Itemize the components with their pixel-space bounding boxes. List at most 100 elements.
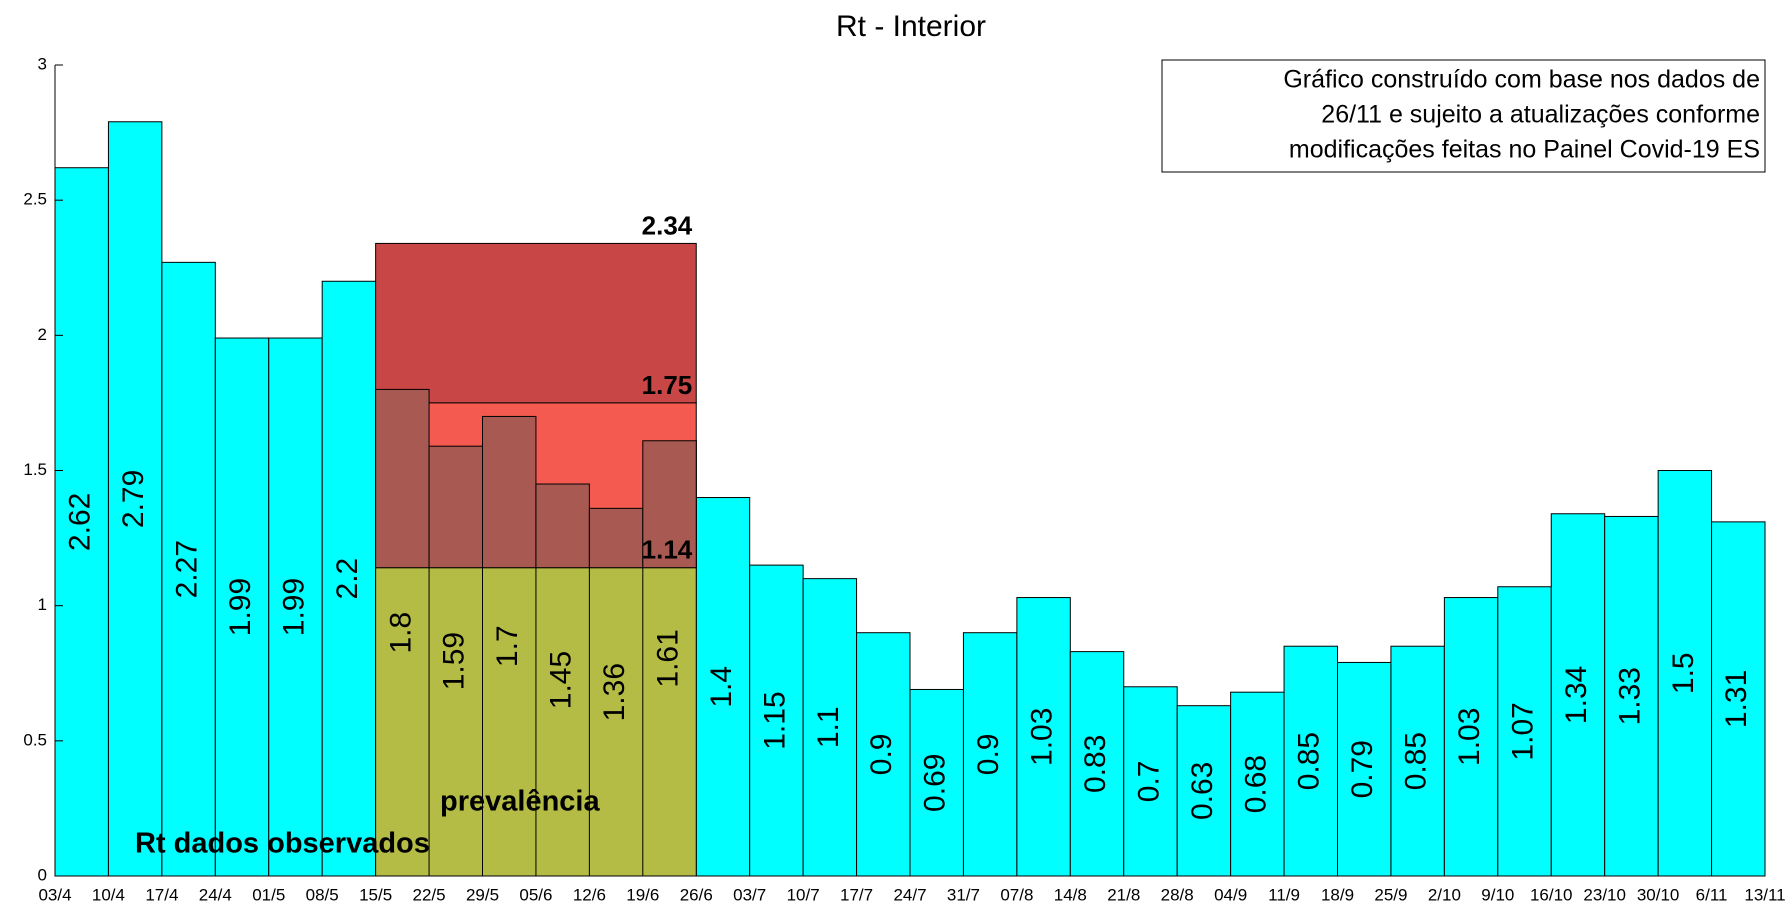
- value-label: 0.85: [1293, 732, 1326, 790]
- bar: [1657, 470, 1713, 877]
- value-label: 1.34: [1560, 666, 1593, 724]
- value-label: 1.07: [1506, 702, 1539, 760]
- x-tick-label: 19/6: [626, 885, 659, 904]
- value-label: 0.9: [865, 733, 898, 775]
- x-tick-label: 29/5: [466, 885, 499, 904]
- bar: [161, 261, 216, 877]
- y-tick-label: 1.5: [23, 460, 47, 479]
- value-label: 0.83: [1079, 735, 1112, 793]
- note-line: modificações feitas no Painel Covid-19 E…: [1289, 136, 1760, 164]
- bar: [107, 121, 163, 877]
- x-tick-label: 05/6: [519, 885, 552, 904]
- x-tick-label: 22/5: [413, 885, 446, 904]
- bar: [1443, 597, 1499, 877]
- bar-overlap: [428, 445, 483, 569]
- value-label: 1.99: [224, 578, 257, 636]
- value-label: 1.15: [758, 691, 791, 749]
- x-tick-label: 10/4: [92, 885, 125, 904]
- y-tick-label: 0.5: [23, 730, 47, 749]
- chart-title: Rt - Interior: [836, 10, 986, 43]
- annotation: Rt dados observados: [135, 828, 430, 860]
- x-tick-label: 17/7: [840, 885, 873, 904]
- note-box: [1161, 59, 1766, 173]
- band-label: 2.34: [642, 210, 693, 240]
- value-label: 2.2: [331, 558, 364, 600]
- bar-overlap: [535, 483, 590, 569]
- value-label: 1.61: [651, 629, 684, 687]
- bar: [1123, 686, 1178, 877]
- annotation: prevalência: [440, 786, 600, 818]
- note-line: 26/11 e sujeito a atualizações conforme: [1321, 101, 1760, 129]
- bar: [695, 497, 751, 877]
- bar-overlap: [588, 507, 644, 569]
- value-label: 1.59: [438, 632, 471, 690]
- value-label: 1.4: [705, 666, 738, 708]
- value-label: 1.36: [598, 663, 631, 721]
- bar: [1069, 651, 1125, 877]
- value-label: 2.62: [64, 493, 97, 551]
- bar: [1230, 691, 1285, 877]
- bar-overlap: [642, 440, 697, 569]
- value-label: 2.27: [171, 540, 204, 598]
- value-label: 1.8: [384, 612, 417, 654]
- x-tick-label: 11/9: [1268, 885, 1300, 904]
- bar: [856, 632, 911, 877]
- value-label: 1.5: [1667, 652, 1700, 694]
- bar-overlap: [375, 388, 430, 569]
- value-label: 0.85: [1400, 732, 1433, 790]
- x-tick-label: 24/7: [893, 885, 926, 904]
- x-tick-label: 01/5: [252, 885, 285, 904]
- x-tick-label: 17/4: [145, 885, 178, 904]
- x-tick-label: 24/4: [199, 885, 232, 904]
- value-label: 1.1: [812, 706, 845, 748]
- x-tick-label: 21/8: [1107, 885, 1140, 904]
- bar-overlap: [482, 415, 537, 569]
- bar: [962, 632, 1018, 877]
- band-label: 1.75: [642, 370, 693, 400]
- x-tick-label: 9/10: [1481, 885, 1514, 904]
- x-tick-label: 03/4: [38, 885, 71, 904]
- bar: [268, 337, 323, 877]
- x-tick-label: 15/5: [359, 885, 392, 904]
- x-tick-label: 04/9: [1214, 885, 1247, 904]
- bar: [54, 167, 109, 877]
- x-tick-label: 26/6: [680, 885, 713, 904]
- value-label: 1.31: [1720, 670, 1753, 728]
- y-tick-label: 2.5: [23, 190, 47, 209]
- value-label: 1.03: [1453, 708, 1486, 766]
- x-tick-label: 13/11: [1744, 885, 1785, 904]
- value-label: 0.7: [1132, 761, 1165, 803]
- x-tick-label: 31/7: [947, 885, 980, 904]
- value-label: 2.79: [117, 470, 150, 528]
- bar: [1497, 586, 1552, 877]
- value-label: 1.03: [1026, 708, 1059, 766]
- x-tick-label: 25/9: [1374, 885, 1407, 904]
- x-tick-label: 16/10: [1530, 885, 1573, 904]
- y-tick-label: 2: [38, 325, 47, 344]
- value-label: 1.45: [545, 651, 578, 709]
- note-line: Gráfico construído com base nos dados de: [1283, 66, 1760, 94]
- x-tick-label: 12/6: [573, 885, 606, 904]
- y-tick-label: 3: [38, 54, 47, 73]
- x-tick-label: 14/8: [1054, 885, 1087, 904]
- x-tick-label: 2/10: [1428, 885, 1461, 904]
- bar: [1337, 661, 1392, 877]
- y-tick-label: 0: [38, 865, 47, 884]
- bar: [1176, 705, 1232, 877]
- value-label: 1.99: [277, 578, 310, 636]
- x-tick-label: 6/11: [1696, 885, 1728, 904]
- value-label: 0.68: [1239, 755, 1272, 813]
- value-label: 1.33: [1613, 667, 1646, 725]
- bar: [214, 337, 270, 877]
- y-tick-label: 1: [38, 595, 47, 614]
- value-label: 0.79: [1346, 740, 1379, 798]
- bar: [1550, 513, 1606, 877]
- x-tick-label: 18/9: [1321, 885, 1354, 904]
- band-label: 1.14: [642, 535, 693, 565]
- value-label: 0.9: [972, 733, 1005, 775]
- x-tick-label: 28/8: [1161, 885, 1194, 904]
- bar: [1016, 597, 1071, 877]
- x-tick-label: 23/10: [1583, 885, 1626, 904]
- bar: [749, 564, 804, 877]
